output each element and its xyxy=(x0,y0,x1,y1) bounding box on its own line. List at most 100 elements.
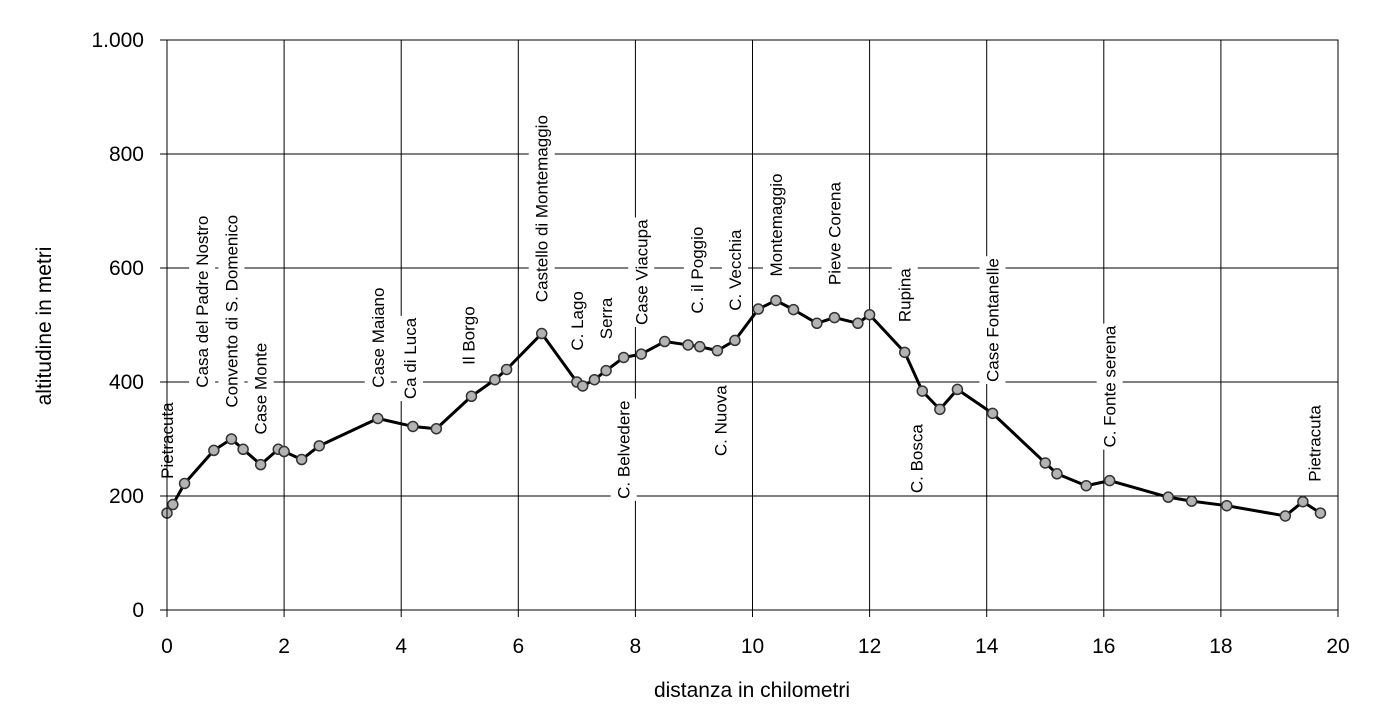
place-label-group: C. Fonte serena xyxy=(1096,323,1123,450)
place-label-background xyxy=(707,383,734,459)
elevation-point xyxy=(863,308,876,321)
place-label-group: Case Monte xyxy=(247,340,274,437)
place-label-group: Il Borgo xyxy=(455,304,482,367)
place-label-group: Pieve Corena xyxy=(821,180,848,288)
y-tick-label: 400 xyxy=(109,371,144,394)
place-label-background xyxy=(593,295,620,342)
place-label: Casa del Padre Nostro xyxy=(193,216,212,388)
place-label-group: Montemaggio xyxy=(762,171,789,279)
elevation-point xyxy=(295,453,308,466)
elevation-point xyxy=(770,294,782,307)
place-label-group: Ca di Luca xyxy=(396,315,423,402)
place-label-background xyxy=(610,398,637,501)
x-tick-label: 0 xyxy=(161,635,173,658)
elevation-point xyxy=(313,440,325,452)
elevation-point xyxy=(828,311,841,324)
place-label-group: C. Lago xyxy=(563,289,590,353)
elevation-point xyxy=(617,351,630,364)
elevation-point xyxy=(278,445,290,458)
place-label-group: Case Viacupa xyxy=(628,217,655,327)
elevation-point xyxy=(694,340,706,353)
elevation-point xyxy=(1039,457,1051,469)
place-label-background xyxy=(979,256,1006,384)
y-tick-label: 800 xyxy=(109,143,144,166)
x-tick-label: 4 xyxy=(395,635,407,658)
place-label-background xyxy=(821,180,848,288)
place-label-group: Convento di S. Domenico xyxy=(218,212,245,410)
place-label-group: Casa del Padre Nostro xyxy=(189,213,216,390)
place-label-group: Castello di Montemaggio xyxy=(528,113,555,305)
place-label-background xyxy=(247,340,274,437)
elevation-point xyxy=(711,344,724,357)
place-label-background xyxy=(628,217,655,327)
place-label-group: C. Bosca xyxy=(903,422,930,496)
place-label-group: C. Belvedere xyxy=(610,398,637,501)
elevation-point xyxy=(1185,495,1198,507)
place-label-group: Pietracuta xyxy=(1301,403,1328,484)
elevation-point xyxy=(372,412,384,425)
elevation-point xyxy=(500,363,513,376)
place-label-group: C. Vecchia xyxy=(721,227,748,313)
place-label: Castello di Montemaggio xyxy=(533,115,552,302)
elevation-point xyxy=(430,422,443,435)
y-tick-label: 200 xyxy=(109,485,144,508)
elevation-line xyxy=(165,298,1322,518)
elevation-point xyxy=(852,317,864,330)
x-tick-label: 20 xyxy=(1326,635,1349,658)
x-tick-label: 14 xyxy=(975,635,999,658)
elevation-point xyxy=(934,403,946,416)
elevation-point xyxy=(237,443,249,456)
elevation-point xyxy=(729,334,741,347)
place-label-background xyxy=(396,315,423,402)
elevation-point xyxy=(658,335,671,348)
place-label: Pietracuta xyxy=(1306,405,1325,482)
place-label-background xyxy=(528,113,555,305)
elevation-point xyxy=(811,317,823,330)
place-label-background xyxy=(364,285,391,390)
place-label: Case Monte xyxy=(252,343,271,435)
elevation-point xyxy=(178,477,191,490)
place-label: C. Lago xyxy=(568,291,587,351)
elevation-point xyxy=(1279,510,1292,522)
x-tick-label: 18 xyxy=(1209,635,1232,658)
place-label-group: Case Fontanelle xyxy=(979,256,1006,384)
place-label-background xyxy=(189,213,216,390)
place-label-background xyxy=(891,266,918,325)
place-label: Convento di S. Domenico xyxy=(222,215,241,408)
place-label: Case Viacupa xyxy=(632,219,651,325)
place-label-group: Case Maiano xyxy=(364,285,391,390)
elevation-point xyxy=(576,380,589,392)
place-label-background xyxy=(683,224,710,316)
elevation-point xyxy=(682,339,694,351)
axes: 0 200 400 600 800 1.000 0 2 4 6 8 10 12 14 16 18 20 xyxy=(91,29,1349,658)
elevation-point xyxy=(254,458,267,471)
x-tick-label: 2 xyxy=(278,635,290,658)
elevation-point xyxy=(916,385,929,397)
elevation-point xyxy=(986,407,999,420)
elevation-point xyxy=(752,303,765,315)
plot-frame xyxy=(166,39,1339,611)
elevation-point xyxy=(588,373,601,386)
place-label: Ca di Luca xyxy=(401,317,420,399)
x-tick-label: 16 xyxy=(1092,635,1115,658)
place-label-background xyxy=(563,289,590,353)
grid xyxy=(166,39,1339,611)
elevation-point xyxy=(1314,507,1327,519)
elevation-point xyxy=(208,444,220,457)
elevation-polyline xyxy=(165,298,1322,518)
x-tick-label: 12 xyxy=(858,635,881,658)
y-axis-title: altitudine in metri xyxy=(33,247,56,406)
elevation-point xyxy=(1162,491,1174,503)
elevation-point xyxy=(600,364,612,377)
elevation-point xyxy=(898,346,911,359)
place-label: Serra xyxy=(597,297,616,339)
elevation-point xyxy=(1080,479,1092,492)
place-label-background xyxy=(218,212,245,410)
place-label-background xyxy=(1096,323,1123,450)
elevation-point xyxy=(1221,499,1233,512)
y-tick-label: 0 xyxy=(132,599,144,622)
x-axis-title: distanza in chilometri xyxy=(654,679,850,702)
place-label: C. Vecchia xyxy=(726,229,745,311)
place-label-group: C. il Poggio xyxy=(683,224,710,316)
